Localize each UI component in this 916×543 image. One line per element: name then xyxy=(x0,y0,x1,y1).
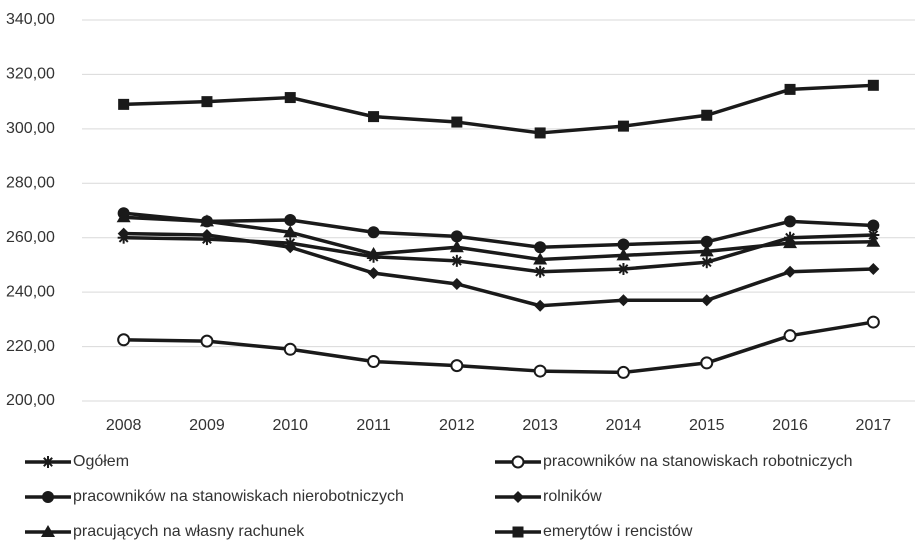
y-tick-label: 260,00 xyxy=(6,229,55,246)
legend-label: emerytów i rencistów xyxy=(543,523,693,540)
x-tick-label: 2012 xyxy=(439,417,475,434)
series-line xyxy=(123,215,874,262)
marker xyxy=(367,355,381,369)
marker xyxy=(866,315,880,329)
series-line xyxy=(123,211,874,249)
marker xyxy=(512,491,524,503)
marker xyxy=(534,299,547,312)
x-tick-label: 2009 xyxy=(189,417,225,434)
x-tick-label: 2011 xyxy=(356,417,391,434)
x-tick-label: 2017 xyxy=(856,417,892,434)
marker xyxy=(616,365,630,379)
marker xyxy=(200,228,213,241)
marker xyxy=(784,215,797,228)
marker xyxy=(533,252,548,265)
marker xyxy=(367,226,380,239)
legend-label: pracujących na własny rachunek xyxy=(73,523,305,540)
legend-label: pracowników na stanowiskach robotniczych xyxy=(543,453,852,470)
marker xyxy=(116,210,131,223)
marker xyxy=(616,248,631,261)
y-tick-label: 220,00 xyxy=(6,338,55,355)
marker xyxy=(449,240,464,253)
marker xyxy=(117,227,130,240)
marker xyxy=(700,294,713,307)
marker xyxy=(783,236,798,249)
marker xyxy=(284,92,296,104)
marker xyxy=(450,277,463,290)
marker xyxy=(617,263,630,276)
series-line xyxy=(123,231,874,308)
marker xyxy=(700,356,714,370)
x-tick-label: 2015 xyxy=(689,417,725,434)
marker xyxy=(41,525,55,537)
x-tick-label: 2016 xyxy=(772,417,808,434)
marker xyxy=(199,214,214,227)
marker xyxy=(511,455,525,469)
marker xyxy=(867,263,880,276)
marker xyxy=(512,526,524,538)
legend-label: pracowników na stanowiskach nierobotnicz… xyxy=(73,488,404,505)
y-tick-label: 340,00 xyxy=(6,11,55,28)
marker xyxy=(701,109,713,121)
x-tick-label: 2014 xyxy=(606,417,642,434)
marker xyxy=(534,241,547,254)
marker xyxy=(451,116,463,128)
marker xyxy=(784,83,796,95)
y-tick-label: 320,00 xyxy=(6,66,55,83)
marker xyxy=(283,225,298,238)
marker xyxy=(699,244,714,257)
marker xyxy=(366,247,381,260)
x-tick-label: 2013 xyxy=(522,417,558,434)
marker xyxy=(866,234,881,247)
marker xyxy=(450,359,464,373)
marker xyxy=(450,254,463,267)
marker xyxy=(783,329,797,343)
marker xyxy=(867,79,879,91)
marker xyxy=(284,241,297,254)
series-line xyxy=(123,320,874,375)
marker xyxy=(784,265,797,278)
marker xyxy=(617,294,630,307)
series-line xyxy=(123,83,874,135)
y-tick-label: 300,00 xyxy=(6,120,55,137)
marker xyxy=(534,127,546,139)
y-tick-label: 280,00 xyxy=(6,175,55,192)
marker xyxy=(201,96,213,108)
marker xyxy=(200,334,214,348)
marker xyxy=(42,456,54,468)
y-tick-label: 240,00 xyxy=(6,283,55,300)
marker xyxy=(700,235,713,248)
marker xyxy=(617,238,630,251)
marker xyxy=(368,111,380,123)
marker xyxy=(367,267,380,280)
marker xyxy=(117,333,131,347)
marker xyxy=(534,265,547,278)
marker xyxy=(284,214,297,227)
marker xyxy=(867,219,880,232)
marker xyxy=(42,491,54,503)
marker xyxy=(283,342,297,356)
marker xyxy=(700,256,713,269)
legend-label: Ogółem xyxy=(73,453,129,470)
marker xyxy=(118,98,130,110)
x-tick-label: 2008 xyxy=(106,417,142,434)
y-tick-label: 200,00 xyxy=(6,392,55,409)
legend-label: rolników xyxy=(543,488,602,505)
x-tick-label: 2010 xyxy=(272,417,308,434)
marker xyxy=(617,120,629,132)
marker xyxy=(450,230,463,243)
marker xyxy=(533,364,547,378)
